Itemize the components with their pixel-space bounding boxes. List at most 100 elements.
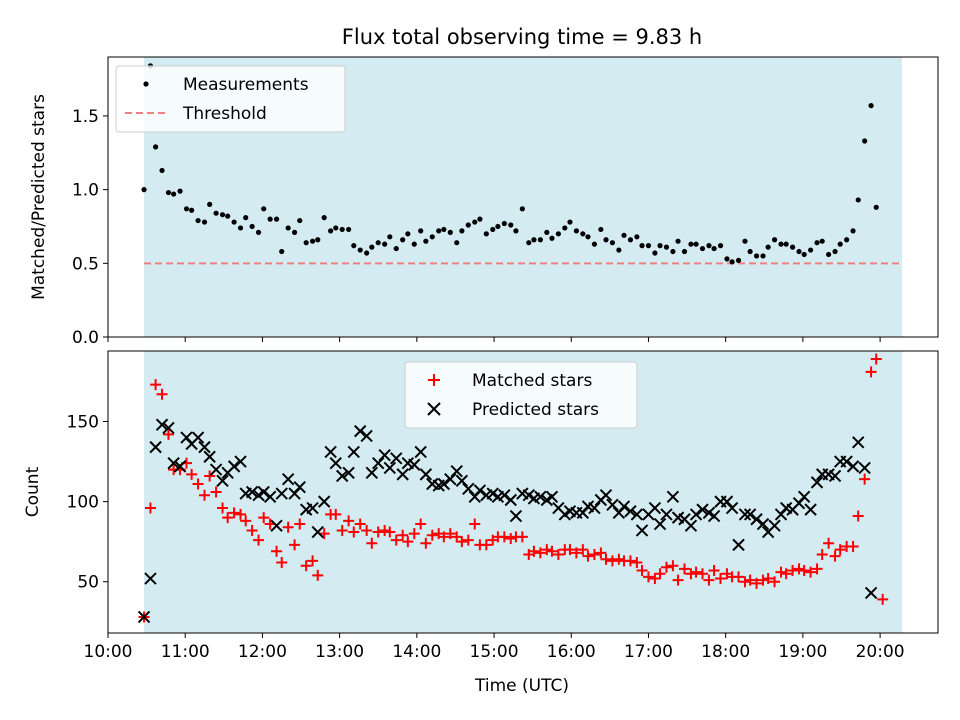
measurement-point <box>177 188 183 194</box>
predicted-star-point <box>347 445 360 459</box>
matched-star-point <box>877 593 889 605</box>
matched-star-point <box>415 518 427 530</box>
matched-star-point <box>235 508 247 520</box>
measurement-point <box>826 251 832 258</box>
predicted-star-point <box>648 501 662 515</box>
measurement-point <box>657 243 663 249</box>
measurement-point <box>765 244 771 250</box>
matched-star-point <box>733 571 745 583</box>
measurement-point <box>364 250 370 256</box>
ratio-y-tick-label: 0.0 <box>72 328 99 348</box>
time-x-tick-label: 20:00 <box>856 642 905 662</box>
measurement-point <box>693 241 699 247</box>
matched-star-point <box>829 550 841 562</box>
predicted-star-point <box>419 468 433 481</box>
count-legend: Matched stars Predicted stars <box>404 361 638 429</box>
matched-star-point <box>715 573 727 585</box>
measurement-point <box>189 207 195 213</box>
measurement-point <box>429 234 435 240</box>
matched-star-point <box>823 537 835 549</box>
measurement-point <box>237 225 244 231</box>
measurement-point <box>411 241 417 247</box>
measurement-point <box>663 244 670 250</box>
time-x-tick-label: 18:00 <box>701 642 750 662</box>
count-y-tick-label: 50 <box>77 573 99 593</box>
measurement-point <box>165 189 172 196</box>
measurement-point <box>526 240 532 246</box>
predicted-star-point <box>534 490 547 504</box>
predicted-star-point <box>852 436 865 449</box>
predicted-star-point <box>317 495 331 508</box>
matched-star-point <box>859 473 871 485</box>
matched-star-point <box>390 534 402 546</box>
measurement-point <box>591 241 598 247</box>
matched-star-point <box>769 576 781 588</box>
matched-star-point <box>451 531 463 543</box>
matched-star-point <box>744 574 756 586</box>
measurement-point <box>285 225 291 231</box>
time-x-tick-label: 14:00 <box>392 642 441 662</box>
measurement-point <box>862 138 868 144</box>
measurement-point <box>789 244 796 250</box>
measurement-point <box>639 243 645 249</box>
measurement-point <box>598 226 604 233</box>
matched-star-point <box>577 544 589 556</box>
measurement-point <box>580 231 586 237</box>
matched-star-point <box>397 529 409 541</box>
matched-star-point <box>847 540 859 552</box>
matched-star-point <box>834 544 846 556</box>
predicted-star-point <box>635 524 649 537</box>
predicted-star-point <box>504 493 517 507</box>
matched-star-point <box>294 518 306 530</box>
figure-title: Flux total observing time = 9.83 h <box>342 25 702 49</box>
matched-star-point <box>631 557 643 568</box>
matched-star-point <box>150 379 162 391</box>
matched-star-point <box>541 544 553 556</box>
matched-star-point <box>156 388 168 400</box>
measurement-point <box>783 241 789 247</box>
matched-star-point <box>588 548 600 560</box>
measurement-point <box>333 225 339 231</box>
measurement-point <box>681 248 688 255</box>
count-y-tick-label: 100 <box>67 493 99 513</box>
matched-star-point <box>271 545 283 557</box>
measurement-point <box>688 241 694 247</box>
matched-star-point <box>276 557 288 568</box>
predicted-star-point <box>257 485 270 499</box>
matched-star-point <box>228 507 240 519</box>
matched-star-point <box>204 470 216 482</box>
count-y-tick-label: 150 <box>67 413 99 433</box>
matched-star-point <box>307 555 319 567</box>
predicted-star-point <box>828 469 842 483</box>
measurement-point <box>585 234 591 240</box>
matched-star-point <box>600 553 612 565</box>
matched-star-point <box>408 528 420 540</box>
measurement-point <box>555 231 561 237</box>
matched-star-point <box>816 548 828 560</box>
predicted-stars-layer <box>137 418 878 624</box>
matched-star-point <box>672 574 684 586</box>
predicted-star-point <box>846 460 860 473</box>
predicted-star-point <box>864 586 878 600</box>
matched-star-point <box>336 524 348 536</box>
predicted-star-point <box>450 464 463 478</box>
predicted-star-point <box>804 503 817 516</box>
matched-star-point <box>379 524 391 536</box>
predicted-star-point <box>155 418 169 431</box>
matched-star-point <box>780 568 792 580</box>
matched-star-point <box>703 574 715 586</box>
ratio-panel: 0.0 0.5 1.0 1.5 Matched/Predicted stars Mea… <box>29 56 939 348</box>
measurement-point <box>483 231 489 237</box>
time-x-tick-label: 19:00 <box>778 642 827 662</box>
predicted-star-point <box>245 485 259 499</box>
predicted-star-point <box>137 610 151 624</box>
time-x-tick-label: 16:00 <box>547 642 596 662</box>
measurement-point <box>183 206 190 212</box>
measurement-point <box>201 219 208 225</box>
predicted-star-point <box>684 519 698 532</box>
predicted-star-point <box>354 424 367 438</box>
measurement-point <box>724 256 730 262</box>
matched-star-point <box>685 568 697 580</box>
measurement-point <box>171 191 177 197</box>
